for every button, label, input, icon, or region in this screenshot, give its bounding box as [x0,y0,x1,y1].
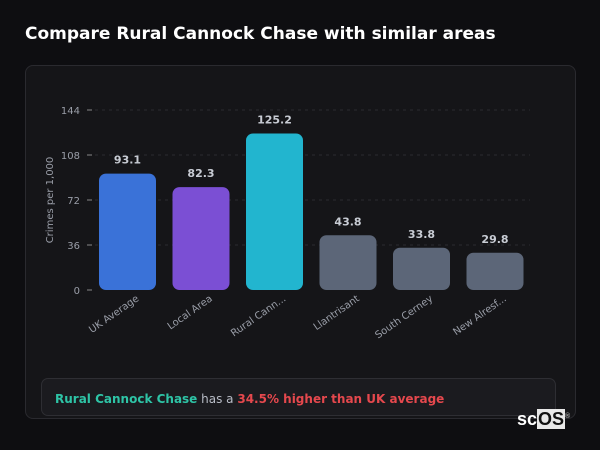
summary-box: Rural Cannock Chase has a 34.5% higher t… [41,378,556,416]
y-tick-label: 108 [61,151,80,162]
bar [466,252,524,290]
x-tick-label: South Cerney [373,293,435,341]
y-tick-label: 0 [74,286,80,297]
x-tick-label: Local Area [166,293,215,332]
bar-value-label: 82.3 [187,167,214,180]
bar-value-label: 33.8 [408,228,435,241]
summary-area: Rural Cannock Chase [55,392,198,406]
page-title: Compare Rural Cannock Chase with similar… [25,24,496,44]
y-tick-label: 72 [67,196,80,207]
bar [319,235,377,290]
x-tick-label: Llantrisant [312,293,362,333]
bar [172,187,230,290]
bar [246,133,303,290]
y-tick-label: 36 [67,241,80,252]
y-axis-label: Crimes per 1,000 [45,157,56,244]
x-tick-label: New Alresf... [451,293,508,338]
scos-logo: scOS® [517,409,571,429]
bar-value-label: 93.1 [114,154,141,167]
x-tick-label: Rural Cann... [229,293,288,339]
bar-value-label: 29.8 [481,233,508,246]
x-tick-label: UK Average [87,293,141,335]
y-tick-label: 144 [61,106,80,117]
bar [393,247,450,290]
summary-text: has a [197,392,238,406]
bar-value-label: 43.8 [334,215,361,228]
bar-value-label: 125.2 [257,114,292,127]
bar [99,173,156,290]
summary-highlight: 34.5% higher than UK average [237,392,445,406]
